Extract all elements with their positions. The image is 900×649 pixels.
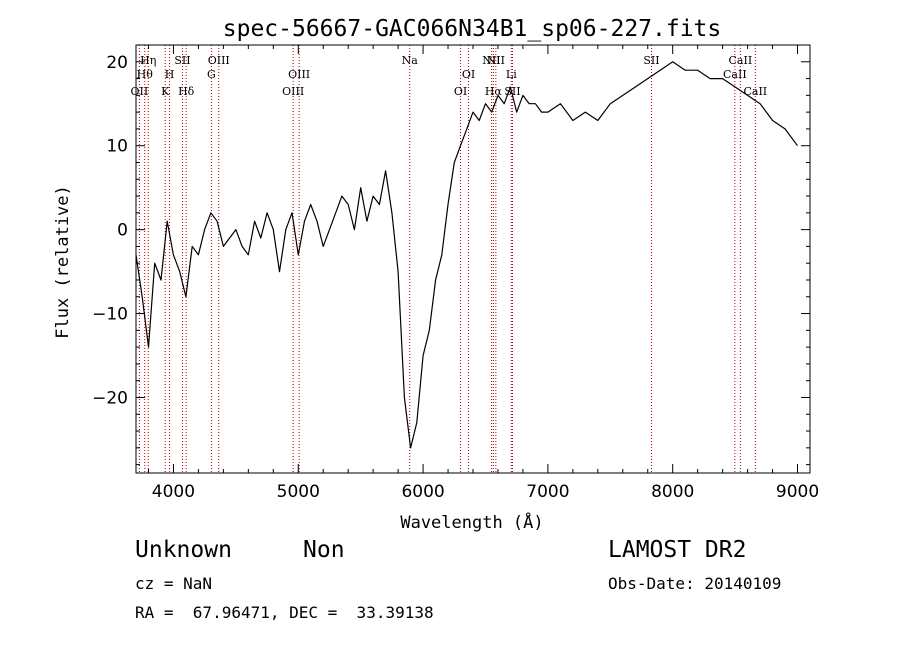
x-tick-label: 9000 [776, 482, 819, 502]
object-subclass: Non [303, 537, 345, 563]
plot-frame [135, 44, 811, 474]
y-tick-label: −20 [92, 388, 128, 408]
line-marker-label: CaII [743, 85, 767, 98]
y-tick-label: −10 [92, 305, 128, 325]
spectrum-series [135, 61, 798, 449]
line-marker-label: Li [506, 68, 517, 81]
line-marker-label: SII [174, 54, 190, 67]
x-tick-label: 4000 [152, 482, 195, 502]
line-marker-label: CaII [723, 68, 747, 81]
line-marker-label: Na [402, 54, 419, 67]
line-marker-label: Hδ [178, 85, 195, 98]
observation-date: Obs-Date: 20140109 [608, 574, 782, 593]
line-marker-label: OIII [208, 54, 230, 67]
line-marker-label: OI [454, 85, 467, 98]
x-axis: 4000 5000 6000 7000 8000 9000 [147, 45, 819, 502]
x-axis-label: Wavelength (Å) [400, 511, 543, 533]
y-tick-label: 20 [106, 53, 128, 73]
x-tick-label: 6000 [401, 482, 444, 502]
line-marker-label: K [161, 85, 170, 98]
line-marker-label: OII [131, 85, 149, 98]
redshift-text: cz = NaN [135, 574, 213, 593]
line-marker-label: Hα [485, 85, 503, 98]
line-marker-label: SII [504, 85, 520, 98]
line-marker-label: OI [462, 68, 475, 81]
line-marker-label: Hη [140, 54, 156, 67]
line-marker-label: H [165, 68, 175, 81]
line-marker-label: OIII [282, 85, 304, 98]
line-marker-label: CaII [729, 54, 753, 67]
coordinates-text: RA = 67.96471, DEC = 33.39138 [135, 603, 434, 622]
line-marker-label: NII [487, 54, 505, 67]
line-marker-label: G [207, 68, 216, 81]
chart-title: spec-56667-GAC066N34B1_sp06-227.fits [223, 16, 722, 42]
x-tick-label: 5000 [277, 482, 320, 502]
y-tick-label: 10 [106, 137, 128, 157]
y-tick-label: 0 [117, 221, 128, 241]
spectral-line-markers: OIIHθHηKHSIIHδGOIIIOIIIOIIINaOIOINIIHαNI… [131, 45, 767, 473]
line-marker-label: SII [643, 54, 659, 67]
x-tick-label: 8000 [651, 482, 694, 502]
spectrum-line-0 [135, 61, 798, 449]
object-class: Unknown [135, 537, 232, 563]
survey-name: LAMOST DR2 [608, 537, 747, 563]
y-axis: −20 −10 0 10 20 [92, 44, 810, 466]
line-marker-label: OIII [288, 68, 310, 81]
y-axis-label: Flux (relative) [53, 185, 73, 339]
line-marker-label: Hθ [137, 68, 154, 81]
x-tick-label: 7000 [526, 482, 569, 502]
